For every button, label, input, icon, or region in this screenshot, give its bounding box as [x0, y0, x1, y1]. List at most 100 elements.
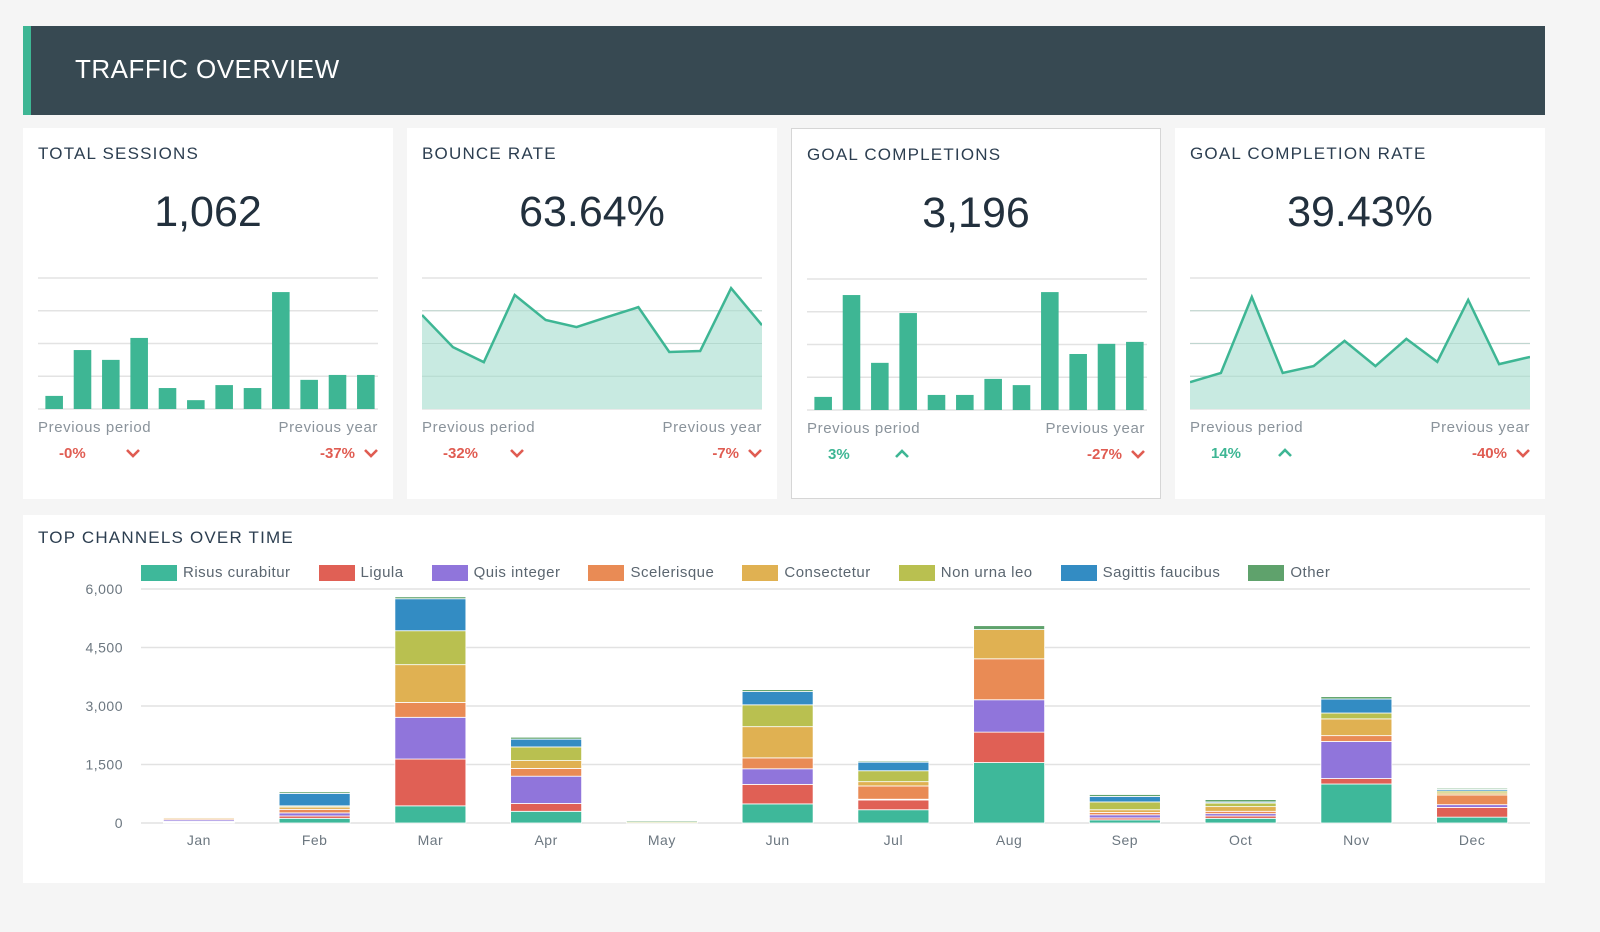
bar-segment-non-urna-leo[interactable]	[857, 770, 930, 783]
bar-segment-scelerisque[interactable]	[510, 767, 583, 777]
sparkline-bar	[73, 350, 92, 409]
bar-segment-risus-curabitur[interactable]	[973, 762, 1046, 824]
sparkline-bar	[187, 400, 205, 409]
bar-segment-sagittis-faucibus[interactable]	[1320, 698, 1393, 714]
metric-card-goal-completions[interactable]: GOAL COMPLETIONS 3,196 Previous period P…	[791, 128, 1161, 499]
sparkline-bar	[102, 359, 120, 409]
bar-segment-consectetur[interactable]	[394, 664, 467, 703]
legend-label: Scelerisque	[630, 564, 715, 581]
legend-swatch	[742, 564, 779, 581]
legend-item[interactable]: Risus curabitur	[141, 564, 291, 581]
bar-segment-quis-integer[interactable]	[278, 812, 351, 817]
legend-item[interactable]: Consectetur	[742, 564, 870, 581]
legend-item[interactable]: Non urna leo	[898, 564, 1033, 581]
bar-segment-non-urna-leo[interactable]	[1088, 801, 1161, 811]
bar-segment-consectetur[interactable]	[510, 760, 583, 769]
bar-segment-non-urna-leo[interactable]	[741, 704, 814, 728]
bar-segment-other[interactable]	[162, 815, 235, 817]
x-tick-label: Jan	[187, 832, 211, 848]
legend-item[interactable]: Other	[1248, 564, 1330, 581]
bar-segment-risus-curabitur[interactable]	[741, 803, 814, 824]
bar-segment-other[interactable]	[857, 760, 930, 763]
bar-segment-other[interactable]	[1436, 787, 1509, 790]
bar-segment-consectetur[interactable]	[1320, 718, 1393, 737]
metric-card-total-sessions[interactable]: TOTAL SESSIONS 1,062 Previous period Pre…	[23, 128, 393, 499]
bar-segment-sagittis-faucibus[interactable]	[1088, 796, 1161, 803]
bar-segment-quis-integer[interactable]	[1088, 814, 1161, 819]
bar-segment-consectetur[interactable]	[857, 781, 930, 787]
card-title: GOAL COMPLETION RATE	[1190, 144, 1427, 163]
bar-segment-other[interactable]	[973, 625, 1046, 630]
bar-segment-non-urna-leo[interactable]	[1320, 712, 1393, 720]
sparkline-bar	[130, 337, 148, 409]
metric-card-goal-completion-rate[interactable]: GOAL COMPLETION RATE 39.43% Previous per…	[1175, 128, 1545, 499]
bar-segment-other[interactable]	[741, 689, 814, 692]
bar-segment-risus-curabitur[interactable]	[1204, 817, 1277, 824]
bar-segment-other[interactable]	[1204, 799, 1277, 803]
legend-item[interactable]: Scelerisque	[588, 564, 714, 581]
bar-segment-ligula[interactable]	[973, 731, 1046, 763]
bar-segment-other[interactable]	[1088, 794, 1161, 797]
bar-segment-risus-curabitur[interactable]	[510, 810, 583, 824]
previous-year-label: Previous year	[1045, 420, 1145, 437]
bar-segment-scelerisque[interactable]	[278, 808, 351, 814]
bar-segment-scelerisque[interactable]	[1320, 735, 1393, 742]
bar-segment-risus-curabitur[interactable]	[394, 805, 467, 824]
bar-segment-sagittis-faucibus[interactable]	[394, 598, 467, 632]
legend-label: Sagittis faucibus	[1102, 564, 1221, 581]
bar-segment-risus-curabitur[interactable]	[1320, 783, 1393, 824]
bar-segment-ligula[interactable]	[1436, 806, 1509, 818]
bar-segment-sagittis-faucibus[interactable]	[510, 738, 583, 748]
card-title: GOAL COMPLETIONS	[807, 145, 1002, 164]
bar-segment-consectetur[interactable]	[741, 726, 814, 759]
previous-year-delta: -7%	[712, 445, 739, 462]
bar-segment-quis-integer[interactable]	[394, 716, 467, 760]
legend-item[interactable]: Sagittis faucibus	[1060, 564, 1221, 581]
sparkline-bar	[899, 313, 917, 410]
dashboard-title: TRAFFIC OVERVIEW	[75, 54, 340, 84]
bar-segment-quis-integer[interactable]	[741, 768, 814, 785]
bar-segment-risus-curabitur[interactable]	[278, 817, 351, 824]
bar-segment-other[interactable]	[278, 791, 351, 794]
bar-segment-risus-curabitur[interactable]	[1088, 819, 1161, 824]
bar-segment-quis-integer[interactable]	[1436, 804, 1509, 808]
bar-segment-consectetur[interactable]	[1204, 806, 1277, 812]
y-tick-label: 3,000	[85, 698, 123, 714]
bar-segment-scelerisque[interactable]	[973, 658, 1046, 701]
bar-segment-ligula[interactable]	[741, 783, 814, 805]
bar-segment-non-urna-leo[interactable]	[394, 630, 467, 666]
bar-segment-risus-curabitur[interactable]	[1436, 816, 1509, 824]
legend-item[interactable]: Ligula	[318, 564, 404, 581]
bar-segment-other[interactable]	[625, 820, 698, 823]
bar-segment-scelerisque[interactable]	[1436, 794, 1509, 806]
bar-segment-ligula[interactable]	[857, 799, 930, 811]
bar-segment-non-urna-leo[interactable]	[1204, 802, 1277, 808]
bar-segment-quis-integer[interactable]	[973, 699, 1046, 733]
chart-legend: Risus curabitur Ligula Quis integer Sceleri…	[141, 564, 1358, 581]
bar-segment-other[interactable]	[510, 736, 583, 740]
top-channels-widget: TOP CHANNELS OVER TIME Risus curabitur Li…	[23, 515, 1545, 883]
chevron-up-icon	[1278, 448, 1292, 457]
bar-segment-non-urna-leo[interactable]	[510, 746, 583, 761]
legend-item[interactable]: Quis integer	[431, 564, 561, 581]
bar-segment-risus-curabitur[interactable]	[857, 809, 930, 824]
bar-segment-other[interactable]	[394, 596, 467, 600]
sparkline-bar	[1041, 292, 1059, 410]
bar-segment-ligula[interactable]	[394, 758, 467, 807]
bar-segment-quis-integer[interactable]	[1320, 741, 1393, 779]
bar-segment-sagittis-faucibus[interactable]	[278, 792, 351, 807]
bar-segment-ligula[interactable]	[510, 803, 583, 812]
bar-segment-other[interactable]	[1320, 696, 1393, 700]
bar-segment-consectetur[interactable]	[973, 629, 1046, 660]
bar-segment-scelerisque[interactable]	[857, 785, 930, 800]
bar-segment-sagittis-faucibus[interactable]	[857, 761, 930, 772]
bar-segment-scelerisque[interactable]	[741, 757, 814, 770]
metric-card-bounce-rate[interactable]: BOUNCE RATE 63.64% Previous period Previ…	[407, 128, 777, 499]
bar-segment-ligula[interactable]	[1320, 778, 1393, 785]
bar-segment-scelerisque[interactable]	[394, 702, 467, 718]
bar-segment-sagittis-faucibus[interactable]	[741, 691, 814, 706]
legend-label: Other	[1290, 564, 1331, 581]
bar-segment-consectetur[interactable]	[1088, 809, 1161, 813]
bar-segment-quis-integer[interactable]	[510, 775, 583, 804]
sparkline-chart	[38, 277, 378, 410]
